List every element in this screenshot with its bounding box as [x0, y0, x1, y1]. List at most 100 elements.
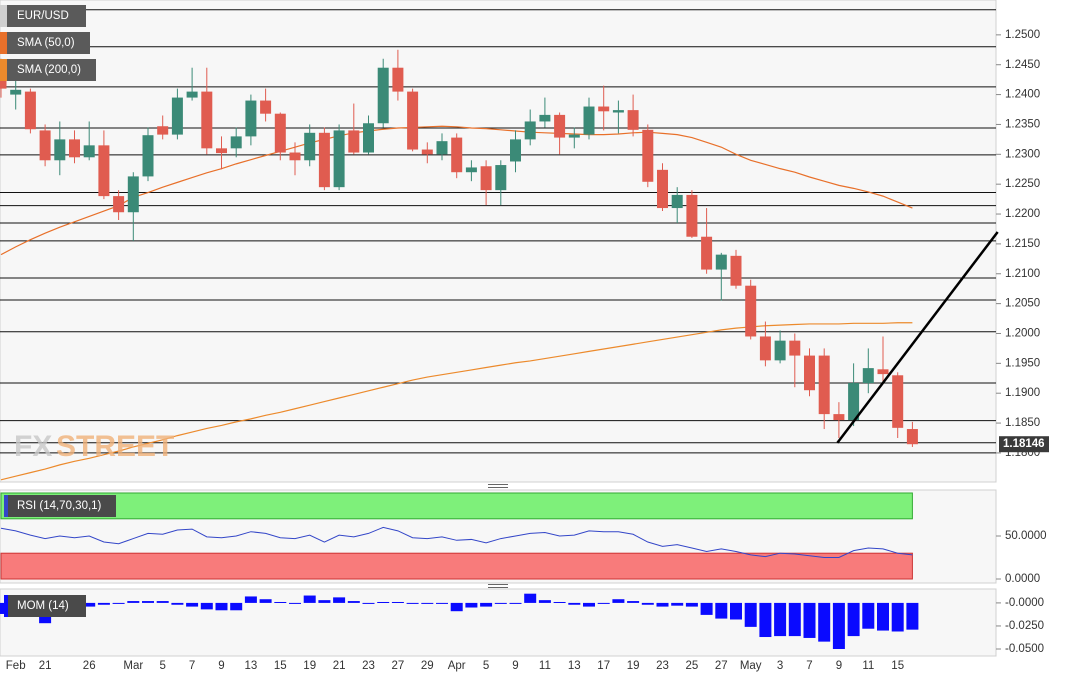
candle-body	[495, 165, 507, 191]
y-tick-label: 50.0000	[1005, 530, 1047, 542]
mom-bar	[877, 602, 889, 631]
y-tick-label: 1.2350	[1005, 118, 1040, 130]
splitter-handle[interactable]	[488, 484, 508, 588]
mom-bar	[274, 601, 287, 603]
x-tick-label: 21	[333, 660, 346, 672]
legend-swatch	[0, 59, 7, 81]
mom-bar	[421, 602, 434, 604]
mom-bar	[906, 602, 919, 630]
mom-bar	[112, 602, 125, 604]
candle-body	[54, 139, 66, 161]
candle-body	[407, 91, 419, 150]
y-tick-label: 1.2200	[1005, 208, 1040, 220]
legend-swatch	[0, 32, 7, 54]
legend-box[interactable]	[4, 59, 96, 81]
candle-body	[436, 141, 448, 155]
mom-bar	[832, 602, 845, 650]
legend-box[interactable]	[4, 495, 116, 517]
mom-bar	[671, 602, 684, 606]
y-tick-label: 1.2100	[1005, 268, 1040, 280]
candle-body	[113, 196, 125, 213]
mom-bar	[391, 601, 404, 603]
legend-swatch	[0, 5, 7, 27]
candle-body	[686, 194, 698, 237]
legend-box[interactable]	[4, 32, 90, 54]
x-tick-label: 27	[715, 660, 728, 672]
y-tick-label: 1.2050	[1005, 298, 1040, 310]
legend-box[interactable]	[4, 5, 86, 27]
mom-bar	[244, 596, 257, 603]
x-tick-label: 15	[274, 660, 287, 672]
candle-body	[318, 132, 330, 188]
mom-bar	[200, 602, 213, 610]
mom-bar	[171, 602, 184, 605]
legend-swatch	[4, 495, 8, 517]
trend-line	[836, 231, 999, 444]
candle-body	[245, 100, 257, 137]
candle-body	[510, 139, 521, 162]
candle-body	[274, 113, 286, 153]
y-tick-label: 1.1900	[1005, 387, 1040, 399]
x-tick-label: Mar	[123, 660, 143, 672]
candle-body	[348, 130, 360, 153]
candle-body	[39, 130, 51, 161]
candle-body	[583, 106, 595, 135]
x-tick-label: 17	[597, 660, 610, 672]
candle-body	[83, 145, 95, 158]
y-tick-label: 1.1950	[1005, 357, 1040, 369]
candle-body	[642, 129, 654, 182]
mom-bar	[83, 602, 96, 607]
mom-bar	[494, 602, 507, 604]
mom-bar	[597, 602, 610, 604]
y-tick-label: 1.2500	[1005, 29, 1040, 41]
candle-body	[157, 126, 169, 135]
mom-bar	[524, 593, 537, 603]
candle-body	[216, 148, 227, 154]
mom-bar	[862, 602, 875, 629]
sma-line	[0, 322, 913, 481]
legend-box[interactable]	[4, 595, 86, 617]
x-tick-label: 3	[777, 660, 783, 672]
mom-bar	[509, 602, 522, 604]
x-tick-label: 11	[862, 660, 874, 672]
last-price-label: 1.18146	[1003, 438, 1045, 450]
legend-label: EUR/USD	[17, 10, 69, 22]
candle-body	[892, 375, 904, 428]
last-price-box	[999, 436, 1049, 453]
mom-bar	[788, 602, 801, 637]
x-tick-label: 13	[245, 660, 258, 672]
candle-body	[363, 123, 374, 153]
legend-label: SMA (200,0)	[17, 64, 81, 76]
candle-body	[627, 110, 639, 130]
mom-bar	[847, 602, 860, 637]
candle-body	[10, 89, 22, 95]
mom-bar	[347, 601, 360, 603]
y-tick-label: 1.2000	[1005, 328, 1040, 340]
plot-layer: 1.2500 1.2450 1.2400 1.2350 1.2300 1.2250 1.22…	[0, 9, 1049, 672]
y-tick-label: -0.0000	[1005, 597, 1044, 609]
x-tick-label: May	[740, 660, 762, 672]
x-tick-label: 23	[656, 660, 669, 672]
x-tick-label: 26	[83, 660, 96, 672]
candle-body	[465, 167, 477, 173]
candle-body	[818, 355, 830, 415]
candle-body	[304, 132, 316, 161]
x-tick-label: 13	[568, 660, 581, 672]
y-tick-label: 1.1850	[1005, 417, 1040, 429]
mom-bar	[377, 601, 390, 603]
mom-bar	[97, 602, 110, 605]
candle-body	[671, 194, 683, 209]
candle-body	[451, 137, 463, 173]
candle-body	[745, 285, 757, 337]
watermark-fx: FX	[14, 430, 52, 463]
mom-bar	[730, 602, 742, 620]
mom-bar	[774, 602, 787, 637]
mom-bar	[406, 602, 419, 604]
mom-bar	[700, 602, 713, 615]
x-tick-label: 9	[836, 660, 842, 672]
candle-body	[98, 145, 110, 197]
y-tick-label: 1.2150	[1005, 238, 1040, 250]
legend-label: MOM (14)	[17, 600, 69, 612]
x-tick-label: 7	[189, 660, 195, 672]
mom-bar	[715, 602, 728, 619]
